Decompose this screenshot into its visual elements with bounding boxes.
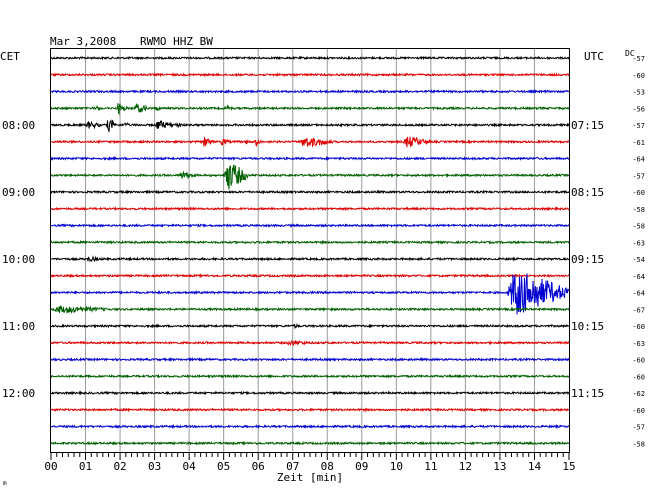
right-timezone: UTC — [584, 50, 604, 63]
dc-offset-20: -62 — [632, 390, 645, 398]
right-time-label-3: 10:15 — [571, 320, 604, 333]
x-tick-label-14: 14 — [528, 460, 542, 473]
left-time-label-2: 10:00 — [2, 253, 35, 266]
trace-row-23 — [50, 440, 570, 446]
x-axis-label: Zeit [min] — [277, 471, 343, 484]
dc-offset-2: -53 — [632, 89, 645, 97]
x-tick-label-05: 05 — [217, 460, 230, 473]
header-station: RWMO HHZ BW — [140, 35, 213, 48]
x-tick-label-12: 12 — [459, 460, 472, 473]
dc-offset-11: -63 — [632, 239, 645, 247]
trace-row-11 — [50, 239, 570, 245]
dc-offset-17: -63 — [632, 340, 645, 348]
x-tick-label-01: 01 — [79, 460, 92, 473]
trace-row-13 — [50, 273, 570, 279]
dc-offset-6: -64 — [632, 156, 645, 164]
x-tick-label-09: 09 — [355, 460, 368, 473]
left-time-label-4: 12:00 — [2, 387, 35, 400]
dc-offset-10: -58 — [632, 223, 645, 231]
left-time-label-1: 09:00 — [2, 186, 35, 199]
x-tick-label-08: 08 — [321, 460, 334, 473]
trace-row-4 — [50, 119, 570, 133]
trace-row-18 — [50, 356, 570, 363]
trace-row-5 — [50, 136, 570, 148]
left-time-label-3: 11:00 — [2, 320, 35, 333]
dc-offset-7: -57 — [632, 172, 645, 180]
trace-row-16 — [51, 322, 570, 330]
x-tick-label-02: 02 — [113, 460, 126, 473]
x-tick-label-03: 03 — [148, 460, 161, 473]
dc-offset-15: -67 — [632, 306, 645, 314]
right-time-label-1: 08:15 — [571, 186, 604, 199]
trace-row-8 — [50, 189, 570, 195]
trace-row-7 — [50, 164, 570, 190]
dc-offset-18: -60 — [632, 357, 645, 365]
x-tick-label-15: 15 — [562, 460, 575, 473]
trace-row-21 — [50, 407, 570, 413]
dc-label: DC — [625, 49, 635, 58]
x-tick-label-00: 00 — [44, 460, 57, 473]
dc-offset-13: -64 — [632, 273, 645, 281]
trace-row-15 — [50, 305, 570, 315]
minute-gridlines — [85, 49, 535, 452]
trace-row-2 — [50, 88, 570, 95]
dc-offset-12: -54 — [632, 256, 645, 264]
x-tick-label-04: 04 — [183, 460, 197, 473]
trace-row-20 — [50, 390, 570, 396]
dc-offset-4: -57 — [632, 122, 645, 130]
trace-row-19 — [50, 373, 570, 379]
right-time-label-2: 09:15 — [571, 253, 604, 266]
trace-row-14 — [50, 273, 570, 315]
dc-offset-0: -57 — [632, 55, 645, 63]
x-tick-label-11: 11 — [424, 460, 437, 473]
trace-row-3 — [50, 102, 570, 116]
dc-offset-21: -60 — [632, 407, 645, 415]
seismogram-traces — [50, 55, 570, 446]
trace-row-10 — [50, 223, 570, 228]
dc-offset-8: -60 — [632, 189, 645, 197]
left-timezone: CET — [0, 50, 20, 63]
trace-row-17 — [50, 340, 570, 347]
right-time-label-4: 11:15 — [571, 387, 604, 400]
dc-offset-16: -60 — [632, 323, 645, 331]
trace-row-0 — [50, 55, 570, 61]
x-axis-ticks — [50, 452, 570, 460]
trace-row-12 — [50, 255, 570, 263]
x-tick-label-07: 07 — [286, 460, 299, 473]
trace-row-22 — [50, 423, 570, 430]
dc-offset-3: -56 — [632, 105, 645, 113]
dc-offset-14: -64 — [632, 290, 645, 298]
dc-offset-5: -61 — [632, 139, 645, 147]
trace-row-6 — [50, 155, 570, 162]
dc-offset-23: -58 — [632, 440, 645, 448]
left-time-label-0: 08:00 — [2, 119, 35, 132]
dc-offset-22: -57 — [632, 424, 645, 432]
trace-row-1 — [50, 72, 570, 78]
header-date: Mar 3,2008 — [50, 35, 116, 48]
right-time-label-0: 07:15 — [571, 119, 604, 132]
dc-offset-9: -58 — [632, 206, 645, 214]
x-tick-label-10: 10 — [390, 460, 403, 473]
x-tick-label-06: 06 — [252, 460, 265, 473]
dc-offset-1: -60 — [632, 72, 645, 80]
corner-mark: m — [3, 480, 7, 487]
x-tick-label-13: 13 — [493, 460, 506, 473]
dc-offset-19: -60 — [632, 373, 645, 381]
trace-row-9 — [50, 206, 570, 212]
